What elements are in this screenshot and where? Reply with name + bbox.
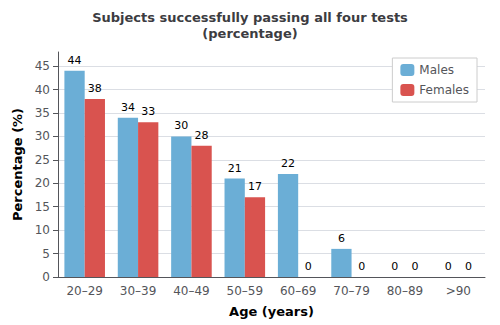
svg-text:28: 28 <box>195 129 209 142</box>
svg-text:6: 6 <box>338 232 345 245</box>
svg-text:Females: Females <box>419 83 469 97</box>
svg-text:17: 17 <box>248 180 262 193</box>
svg-text:34: 34 <box>121 101 135 114</box>
svg-text:50–59: 50–59 <box>227 284 264 298</box>
svg-text:Subjects successfully passing: Subjects successfully passing all four t… <box>92 10 408 25</box>
svg-text:0: 0 <box>445 260 452 273</box>
svg-text:10: 10 <box>35 223 50 237</box>
svg-text:30: 30 <box>35 129 50 143</box>
svg-text:35: 35 <box>35 106 50 120</box>
svg-text:30: 30 <box>174 119 188 132</box>
svg-text:0: 0 <box>391 260 398 273</box>
svg-text:Males: Males <box>419 63 454 77</box>
svg-text:0: 0 <box>305 260 312 273</box>
svg-text:Age (years): Age (years) <box>229 304 314 319</box>
svg-text:22: 22 <box>281 157 295 170</box>
svg-text:0: 0 <box>412 260 419 273</box>
svg-text:>90: >90 <box>446 284 471 298</box>
svg-text:33: 33 <box>141 105 155 118</box>
svg-text:25: 25 <box>35 153 50 167</box>
svg-text:20: 20 <box>35 176 50 190</box>
svg-text:60–69: 60–69 <box>280 284 317 298</box>
svg-text:45: 45 <box>35 59 50 73</box>
svg-text:0: 0 <box>465 260 472 273</box>
svg-text:15: 15 <box>35 200 50 214</box>
svg-text:40: 40 <box>35 83 50 97</box>
svg-text:0: 0 <box>358 260 365 273</box>
svg-text:44: 44 <box>68 54 82 67</box>
svg-text:80–89: 80–89 <box>387 284 424 298</box>
svg-text:Percentage (%): Percentage (%) <box>10 108 25 221</box>
svg-text:0: 0 <box>42 270 50 284</box>
svg-text:(percentage): (percentage) <box>202 26 297 41</box>
svg-text:40–49: 40–49 <box>173 284 210 298</box>
svg-text:21: 21 <box>228 162 242 175</box>
svg-text:20–29: 20–29 <box>66 284 103 298</box>
svg-text:70–79: 70–79 <box>333 284 370 298</box>
svg-text:5: 5 <box>42 247 50 261</box>
svg-text:30–39: 30–39 <box>120 284 157 298</box>
svg-text:38: 38 <box>88 82 102 95</box>
